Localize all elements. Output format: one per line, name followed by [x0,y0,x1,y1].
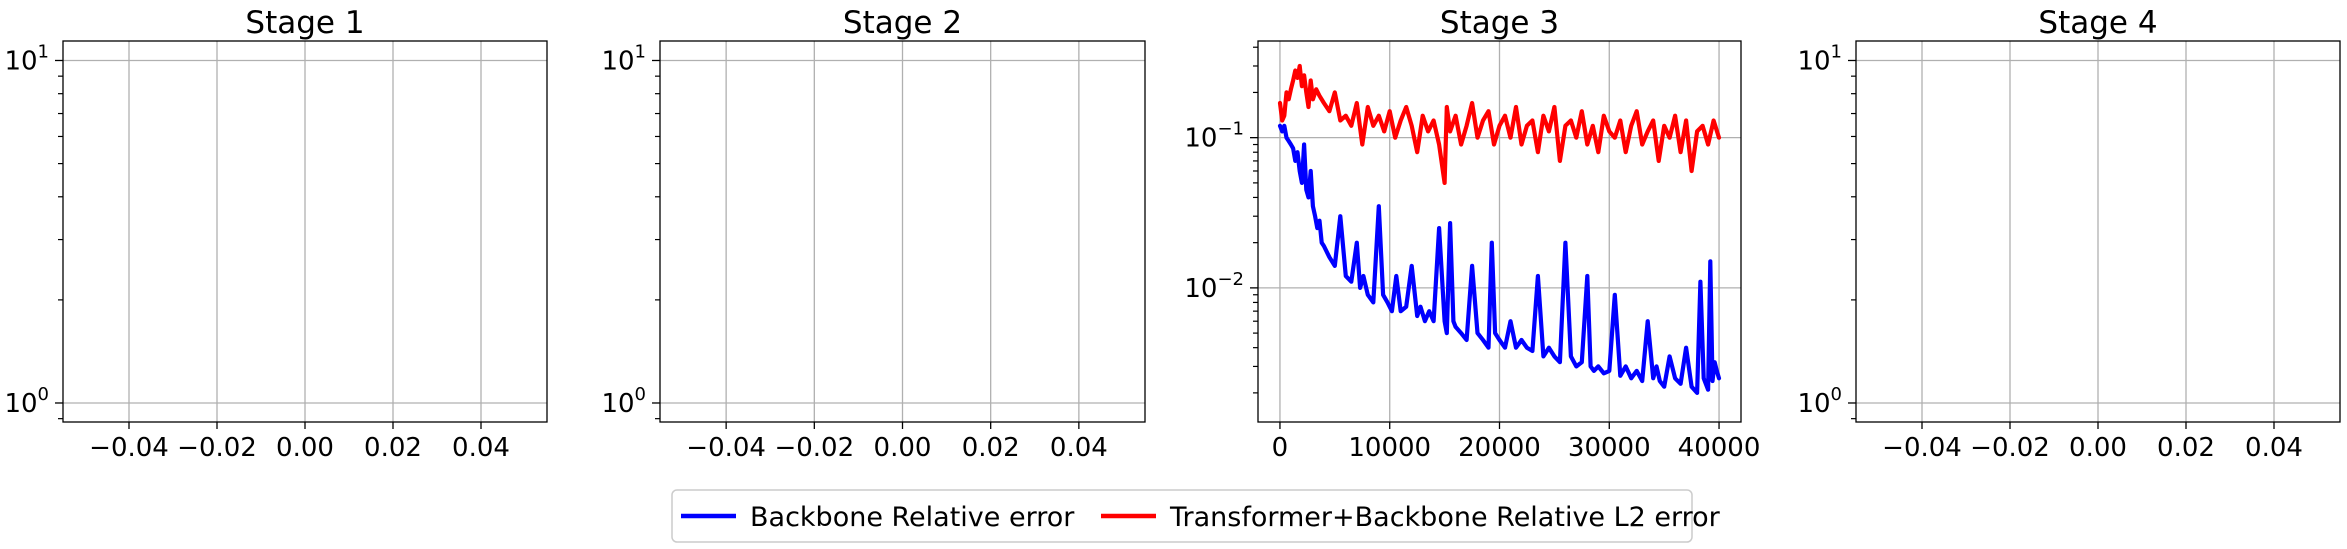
subplot-title: Stage 4 [2038,5,2157,41]
x-tick-label: 0.00 [2069,433,2127,463]
x-tick-label: −0.02 [774,433,854,463]
x-tick-label: 0.02 [2157,433,2215,463]
y-tick-label: 100 [1797,384,1842,419]
x-tick-label: 40000 [1678,433,1761,463]
y-tick-label: 101 [601,41,646,76]
x-tick-label: 0 [1272,433,1289,463]
x-tick-label: −0.04 [686,433,766,463]
subplot-title: Stage 3 [1440,5,1559,41]
x-tick-label: 0.00 [276,433,334,463]
y-tick-label: 101 [4,41,49,76]
y-tick-label: 100 [601,384,646,419]
x-tick-label: −0.04 [89,433,169,463]
x-tick-label: 0.00 [874,433,932,463]
x-tick-label: 0.02 [364,433,422,463]
subplot-stage-3: 0 10000 20000 30000 40000 10−2 10−1 Stage 3 [1184,5,1760,463]
legend: Backbone Relative error Transformer+Back… [671,489,1721,543]
y-tick-label: 10−2 [1184,269,1244,304]
series-line-transformer [1277,63,1722,185]
legend-label-backbone: Backbone Relative error [750,502,1075,533]
x-tick-label: −0.02 [177,433,257,463]
x-tick-label: 0.04 [2245,433,2303,463]
subplot-title: Stage 1 [245,5,364,41]
subplot-stage-4: −0.04 −0.02 0.00 0.02 0.04 100 101 Stage 4 [1797,5,2341,463]
x-tick-label: 0.04 [1050,433,1108,463]
x-tick-label: −0.02 [1970,433,2050,463]
legend-label-transformer: Transformer+Backbone Relative L2 error [1169,502,1721,533]
x-tick-label: −0.04 [1882,433,1962,463]
subplot-stage-1: −0.04 −0.02 0.00 0.02 0.04 100 101 Stage 1 [4,5,548,463]
subplot-stage-2: −0.04 −0.02 0.00 0.02 0.04 100 101 Stage 2 [601,5,1146,463]
y-tick-label: 101 [1797,41,1842,76]
legend-frame [671,489,1693,543]
y-tick-label: 10−1 [1184,119,1244,154]
subplot-title: Stage 2 [843,5,962,41]
x-tick-label: 10000 [1348,433,1431,463]
y-tick-label: 100 [4,384,49,419]
x-tick-label: 0.04 [452,433,510,463]
series-line-backbone [1277,123,1722,395]
x-tick-label: 0.02 [962,433,1020,463]
x-tick-label: 30000 [1568,433,1651,463]
x-tick-label: 20000 [1458,433,1541,463]
